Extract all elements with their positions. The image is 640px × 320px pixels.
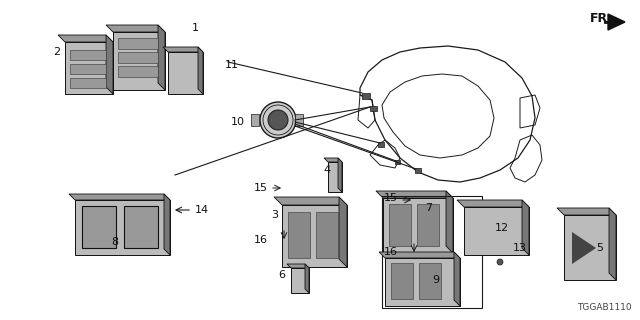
Polygon shape — [163, 47, 203, 52]
Polygon shape — [339, 197, 347, 267]
Bar — [70, 64, 106, 74]
Bar — [118, 66, 158, 77]
Polygon shape — [522, 200, 529, 255]
Circle shape — [260, 102, 296, 138]
Text: 16: 16 — [254, 235, 268, 245]
Bar — [382, 196, 482, 308]
Text: 15: 15 — [254, 183, 268, 193]
Polygon shape — [58, 35, 113, 42]
Circle shape — [268, 110, 288, 130]
Bar — [251, 114, 259, 126]
Polygon shape — [198, 47, 203, 94]
Polygon shape — [379, 252, 460, 258]
Bar — [370, 106, 377, 111]
Polygon shape — [168, 52, 203, 94]
Bar — [288, 212, 310, 258]
Polygon shape — [385, 258, 460, 306]
Polygon shape — [113, 32, 165, 90]
Polygon shape — [464, 207, 529, 255]
Polygon shape — [282, 205, 347, 267]
Polygon shape — [376, 191, 453, 198]
Polygon shape — [557, 208, 616, 215]
Text: 11: 11 — [225, 60, 239, 70]
Text: TGGAB1110: TGGAB1110 — [577, 303, 632, 313]
Polygon shape — [328, 162, 342, 192]
Bar — [70, 50, 106, 60]
Bar — [378, 142, 384, 147]
Text: 12: 12 — [495, 223, 509, 233]
Text: 1: 1 — [191, 23, 198, 33]
Text: 7: 7 — [425, 203, 432, 213]
Polygon shape — [454, 252, 460, 306]
Text: 3: 3 — [271, 210, 278, 220]
Text: 2: 2 — [53, 47, 60, 57]
Bar — [417, 204, 439, 246]
Polygon shape — [609, 208, 616, 280]
Polygon shape — [164, 194, 170, 255]
Text: 8: 8 — [111, 237, 118, 247]
Bar — [70, 78, 106, 88]
Polygon shape — [457, 200, 529, 207]
Polygon shape — [338, 158, 342, 192]
Polygon shape — [287, 264, 309, 268]
FancyBboxPatch shape — [82, 206, 116, 248]
Text: 16: 16 — [384, 247, 398, 257]
FancyBboxPatch shape — [124, 206, 158, 248]
Polygon shape — [291, 268, 309, 293]
Bar — [362, 93, 370, 99]
Polygon shape — [106, 25, 165, 32]
Text: 9: 9 — [432, 275, 439, 285]
Bar — [389, 204, 411, 246]
Polygon shape — [324, 158, 342, 162]
Text: 13: 13 — [513, 243, 527, 253]
Polygon shape — [65, 42, 113, 94]
Bar — [316, 212, 338, 258]
Polygon shape — [158, 25, 165, 90]
Polygon shape — [75, 200, 170, 255]
Text: 6: 6 — [278, 270, 285, 280]
Polygon shape — [383, 198, 453, 253]
Text: 4: 4 — [323, 165, 331, 175]
Text: 15: 15 — [384, 193, 398, 203]
Bar — [391, 263, 413, 299]
Text: FR.: FR. — [590, 12, 613, 25]
Text: 10: 10 — [231, 117, 245, 127]
Bar — [295, 114, 303, 126]
Polygon shape — [608, 14, 625, 30]
Polygon shape — [106, 35, 113, 94]
Bar — [395, 160, 400, 164]
Polygon shape — [446, 191, 453, 253]
Bar — [118, 52, 158, 63]
Bar — [415, 168, 421, 173]
Circle shape — [497, 259, 503, 265]
Polygon shape — [564, 215, 616, 280]
Text: 14: 14 — [195, 205, 209, 215]
Text: 5: 5 — [596, 243, 604, 253]
Polygon shape — [305, 264, 309, 293]
Bar — [118, 38, 158, 49]
Polygon shape — [572, 232, 596, 264]
Polygon shape — [69, 194, 170, 200]
Polygon shape — [274, 197, 347, 205]
Bar — [419, 263, 441, 299]
